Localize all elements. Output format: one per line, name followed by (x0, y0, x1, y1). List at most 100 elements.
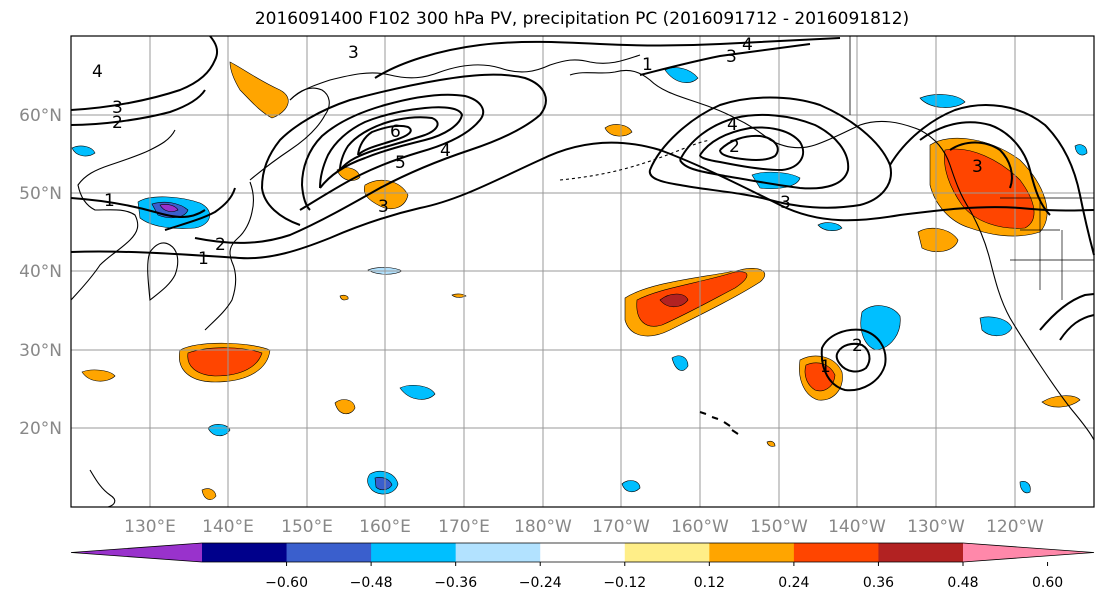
colorbar-extend-low (71, 543, 202, 562)
lat-label: 30°N (19, 341, 62, 361)
precip-area-neg (207, 424, 231, 437)
precip-area-neg (399, 385, 436, 400)
precip-area-neg (751, 171, 801, 189)
precip-area-neg (1019, 481, 1031, 494)
lat-label: 50°N (19, 184, 62, 204)
pv-contours (70, 35, 1095, 392)
pv-contour-east-1 (889, 104, 1095, 256)
map-frame (70, 35, 1095, 508)
precip-area-neg (919, 94, 966, 108)
contour-label: 4 (742, 35, 753, 55)
colorbar-bin (371, 543, 457, 562)
pv-contour-east-3 (949, 141, 1013, 189)
contour-label: 4 (440, 141, 451, 161)
contour-label: 4 (727, 115, 738, 135)
colorbar-bin (793, 543, 879, 562)
colorbar-tick-label: −0.12 (603, 575, 646, 591)
coastline-siberia (289, 54, 641, 101)
colorbar-bin (455, 543, 541, 562)
pv-contour-3b (299, 93, 485, 211)
lon-label: 180°W (514, 517, 572, 537)
pv-contour-east-2 (919, 121, 1051, 216)
colorbar-tick-label: 0.36 (863, 575, 894, 591)
pv-contour-6 (357, 124, 412, 156)
colorbar: −0.60 −0.48 −0.36 −0.24 −0.12 0.12 0.24 0.36 0.4… (70, 542, 1095, 591)
precip-area-neg (817, 222, 843, 231)
coastline-korea (147, 242, 179, 302)
contour-label: 4 (92, 62, 103, 82)
pv-contour-2b (194, 73, 547, 244)
lon-label: 130°E (124, 517, 176, 537)
coastlines (70, 36, 1095, 508)
colorbar-extend-high (963, 543, 1094, 562)
lon-label: 130°W (907, 517, 965, 537)
precip-area-neg (860, 305, 901, 351)
pv-contour-ak-core (719, 134, 779, 161)
pv-contour-3 (70, 35, 219, 111)
contour-labels: 4 3 2 3 1 4 3 1 6 5 4 3 2 1 4 2 3 3 2 1 (92, 35, 983, 377)
colorbar-tick-label: 0.12 (694, 575, 725, 591)
pv-contour-n-top2 (639, 43, 811, 76)
pv-contour-5 (339, 116, 439, 171)
contour-label: 2 (729, 137, 740, 157)
colorbar-bin (878, 543, 964, 562)
pv-contour-2 (70, 89, 206, 126)
colorbar-bin (709, 543, 795, 562)
coastline-north-america (989, 259, 1095, 441)
pv-contour-4 (319, 106, 464, 189)
contour-label: 3 (780, 193, 791, 213)
contour-label: 5 (395, 153, 406, 173)
lon-label: 160°E (359, 517, 411, 537)
precip-area-neg (374, 477, 393, 491)
contour-label: 3 (726, 47, 737, 67)
contour-label: 2 (215, 235, 226, 255)
coastline-kamchatka (249, 87, 330, 181)
pv-contour-low-outer (820, 328, 887, 392)
precip-area-neg (71, 145, 96, 157)
contour-label: 3 (348, 43, 359, 63)
lon-label: 170°W (592, 517, 650, 537)
contour-label: 1 (198, 249, 209, 269)
precip-area-pos (187, 347, 263, 377)
colorbar-bin (202, 543, 288, 562)
precip-area-neg (1074, 144, 1088, 156)
contour-label: 2 (852, 336, 863, 356)
precip-area-pos (334, 399, 356, 415)
coastline-philippines (89, 469, 116, 508)
pv-contour-ak-inner (699, 126, 805, 172)
contour-label: 1 (820, 357, 831, 377)
colorbar-tick-label: 0.48 (947, 575, 978, 591)
colorbar-tick-label: −0.48 (350, 575, 393, 591)
pv-contour-ak-mid (679, 113, 850, 190)
precip-area-pos (81, 369, 116, 382)
lon-label: 170°E (438, 517, 490, 537)
contour-label: 1 (104, 191, 115, 211)
precip-area-pos (659, 293, 689, 308)
lat-label: 60°N (19, 106, 62, 126)
colorbar-tick-label: −0.36 (434, 575, 477, 591)
colorbar-bin (286, 543, 372, 562)
lon-label: 140°W (828, 517, 886, 537)
precip-area-neg (671, 355, 689, 371)
precip-area-pos (917, 227, 959, 253)
colorbar-tick-label: −0.24 (519, 575, 562, 591)
lon-label: 140°E (202, 517, 254, 537)
coastline-alaska (569, 69, 991, 261)
precip-area-pos (363, 179, 409, 209)
figure-title: 2016091400 F102 300 hPa PV, precipitatio… (254, 9, 910, 29)
pv-contour-ne-corner2 (1059, 314, 1095, 341)
pv-contour-ne-corner (1039, 293, 1095, 331)
pv-contour-low-inner (835, 342, 871, 373)
colorbar-outline (70, 542, 1095, 563)
lon-label: 150°W (750, 517, 808, 537)
graticule (71, 36, 1094, 507)
precip-area-neg (159, 204, 179, 212)
precip-area-pos (766, 440, 776, 447)
border-states (1010, 200, 1094, 300)
colorbar-bin (540, 543, 626, 562)
precip-area-pos (229, 61, 289, 119)
contour-label: 3 (972, 157, 983, 177)
pv-contour-kuril (164, 187, 236, 231)
colorbar-tick-label: −0.60 (265, 575, 308, 591)
hawaii (699, 411, 739, 435)
